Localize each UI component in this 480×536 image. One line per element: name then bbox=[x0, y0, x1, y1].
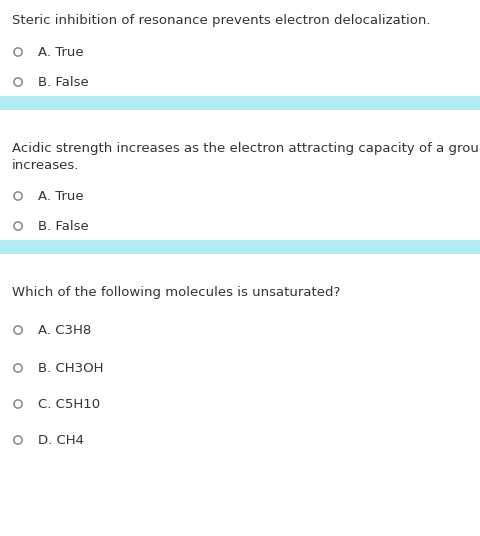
Bar bbox=[0, 240, 480, 254]
Text: C. C5H10: C. C5H10 bbox=[38, 398, 100, 411]
Text: B. CH3OH: B. CH3OH bbox=[38, 361, 103, 375]
Text: B. False: B. False bbox=[38, 220, 89, 233]
Text: Acidic strength increases as the electron attracting capacity of a group: Acidic strength increases as the electro… bbox=[12, 142, 480, 155]
Text: B. False: B. False bbox=[38, 76, 89, 88]
Text: A. True: A. True bbox=[38, 46, 84, 58]
Text: Steric inhibition of resonance prevents electron delocalization.: Steric inhibition of resonance prevents … bbox=[12, 14, 430, 27]
Text: D. CH4: D. CH4 bbox=[38, 434, 84, 446]
Text: increases.: increases. bbox=[12, 159, 79, 172]
Text: A. True: A. True bbox=[38, 190, 84, 203]
Bar bbox=[0, 96, 480, 110]
Text: Which of the following molecules is unsaturated?: Which of the following molecules is unsa… bbox=[12, 286, 340, 299]
Text: A. C3H8: A. C3H8 bbox=[38, 324, 91, 337]
